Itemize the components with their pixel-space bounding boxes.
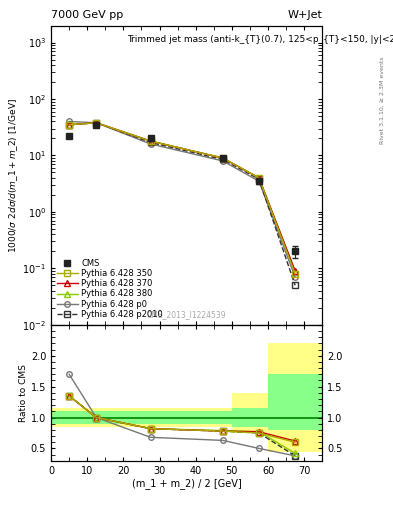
- Bar: [51, 411, 87, 424]
- Bar: [304, 344, 322, 452]
- Bar: [268, 344, 304, 452]
- Text: W+Jet: W+Jet: [287, 10, 322, 19]
- Y-axis label: Ratio to CMS: Ratio to CMS: [19, 364, 28, 422]
- Bar: [51, 408, 87, 427]
- Text: Trimmed jet mass (anti-k_{T}(0.7), 125<p_{T}<150, |y|<2.5): Trimmed jet mass (anti-k_{T}(0.7), 125<p…: [127, 35, 393, 44]
- Bar: [268, 374, 304, 430]
- Bar: [87, 408, 123, 427]
- Bar: [304, 374, 322, 430]
- Bar: [87, 411, 123, 424]
- Bar: [232, 408, 268, 427]
- Bar: [123, 411, 232, 424]
- Y-axis label: $1000/\sigma\ 2d\sigma/d(m\_1 + m\_2)$ [1/GeV]: $1000/\sigma\ 2d\sigma/d(m\_1 + m\_2)$ […: [7, 98, 20, 253]
- X-axis label: (m_1 + m_2) / 2 [GeV]: (m_1 + m_2) / 2 [GeV]: [132, 478, 242, 489]
- Text: 7000 GeV pp: 7000 GeV pp: [51, 10, 123, 19]
- Bar: [123, 408, 232, 427]
- Text: Rivet 3.1.10, ≥ 2.3M events: Rivet 3.1.10, ≥ 2.3M events: [379, 57, 384, 144]
- Bar: [232, 393, 268, 433]
- Text: CMS_2013_I1224539: CMS_2013_I1224539: [147, 310, 226, 319]
- Legend: CMS, Pythia 6.428 350, Pythia 6.428 370, Pythia 6.428 380, Pythia 6.428 p0, Pyth: CMS, Pythia 6.428 350, Pythia 6.428 370,…: [55, 257, 165, 321]
